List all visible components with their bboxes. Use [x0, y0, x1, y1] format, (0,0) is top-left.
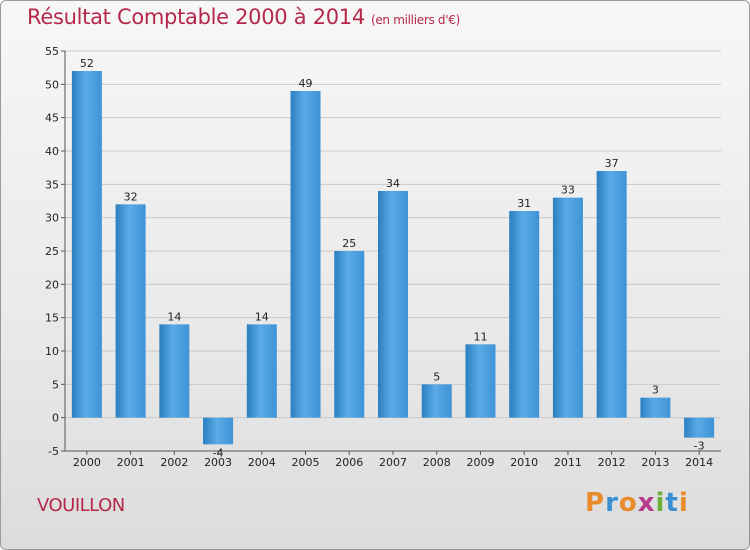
bar-2003 [203, 417, 234, 445]
brand-letter: i [678, 488, 689, 518]
bar-2007 [378, 191, 408, 418]
bar-2011 [552, 197, 583, 418]
y-tick-label: 10 [45, 345, 59, 358]
value-label-2000: 52 [80, 57, 94, 70]
value-label-2003: -4 [213, 446, 224, 459]
x-tick-label-2014: 2014 [685, 456, 713, 469]
brand-letter: i [655, 488, 666, 518]
value-label-2013: 3 [652, 384, 659, 397]
brand-logo: Proxiti [585, 488, 689, 518]
town-name: VOUILLON [37, 495, 125, 516]
brand-letter: P [585, 488, 606, 518]
bar-2000 [71, 71, 102, 418]
bar-2009 [465, 344, 496, 418]
x-tick-label-2010: 2010 [510, 456, 538, 469]
x-tick-label-2004: 2004 [248, 456, 276, 469]
value-label-2012: 37 [605, 157, 619, 170]
value-label-2010: 31 [517, 197, 531, 210]
brand-letter: t [665, 488, 679, 518]
y-tick-label: 45 [45, 112, 59, 125]
bar-2014 [684, 417, 715, 438]
x-tick-label-2011: 2011 [554, 456, 582, 469]
x-tick-label-2006: 2006 [335, 456, 363, 469]
y-tick-label: 40 [45, 145, 59, 158]
bar-2002 [159, 324, 190, 418]
y-tick-label: 20 [45, 278, 59, 291]
bar-2006 [334, 251, 365, 418]
axes [61, 50, 721, 455]
brand-letter: o [618, 488, 638, 518]
value-label-2007: 34 [386, 177, 400, 190]
x-tick-label-2002: 2002 [160, 456, 188, 469]
value-label-2011: 33 [561, 184, 575, 197]
y-tick-label: 50 [45, 78, 59, 91]
x-tick-label-2009: 2009 [466, 456, 494, 469]
value-label-2009: 11 [473, 330, 487, 343]
bar-2005 [290, 91, 321, 418]
bars [71, 71, 715, 445]
x-tick-label-2000: 2000 [73, 456, 101, 469]
value-label-2014: -3 [694, 440, 705, 453]
x-tick-label-2003: 2003 [204, 456, 232, 469]
y-tick-label: -5 [48, 445, 59, 458]
y-tick-label: 25 [45, 245, 59, 258]
brand-letter: r [605, 488, 619, 518]
x-tick-label-2013: 2013 [641, 456, 669, 469]
bar-2010 [509, 211, 540, 418]
y-tick-label: 5 [52, 378, 59, 391]
bar-2012 [596, 171, 627, 418]
y-tick-label: 55 [45, 45, 59, 58]
value-label-2004: 14 [255, 310, 269, 323]
y-tick-label: 15 [45, 312, 59, 325]
x-tick-label-2005: 2005 [292, 456, 320, 469]
bar-2013 [640, 397, 671, 418]
y-tick-label: 30 [45, 212, 59, 225]
value-label-2002: 14 [167, 310, 181, 323]
x-tick-label-2001: 2001 [117, 456, 145, 469]
chart-title: Résultat Comptable 2000 à 2014 (en millie… [27, 5, 460, 29]
bar-2008 [421, 384, 452, 418]
chart-title-text: Résultat Comptable 2000 à 2014 [27, 5, 365, 29]
value-label-2008: 5 [433, 370, 440, 383]
value-label-2006: 25 [342, 237, 356, 250]
x-tick-label-2008: 2008 [423, 456, 451, 469]
x-tick-label-2007: 2007 [379, 456, 407, 469]
value-label-2005: 49 [299, 77, 313, 90]
y-tick-label: 35 [45, 178, 59, 191]
brand-letter: x [637, 488, 656, 518]
y-tick-label: 0 [52, 412, 59, 425]
bar-2004 [246, 324, 277, 418]
x-tick-label-2012: 2012 [598, 456, 626, 469]
value-label-2001: 32 [124, 190, 138, 203]
bar-2001 [115, 204, 146, 418]
chart-subtitle: (en milliers d'€) [370, 13, 460, 27]
labels: -505101520253035404550555220003220011420… [45, 45, 713, 469]
